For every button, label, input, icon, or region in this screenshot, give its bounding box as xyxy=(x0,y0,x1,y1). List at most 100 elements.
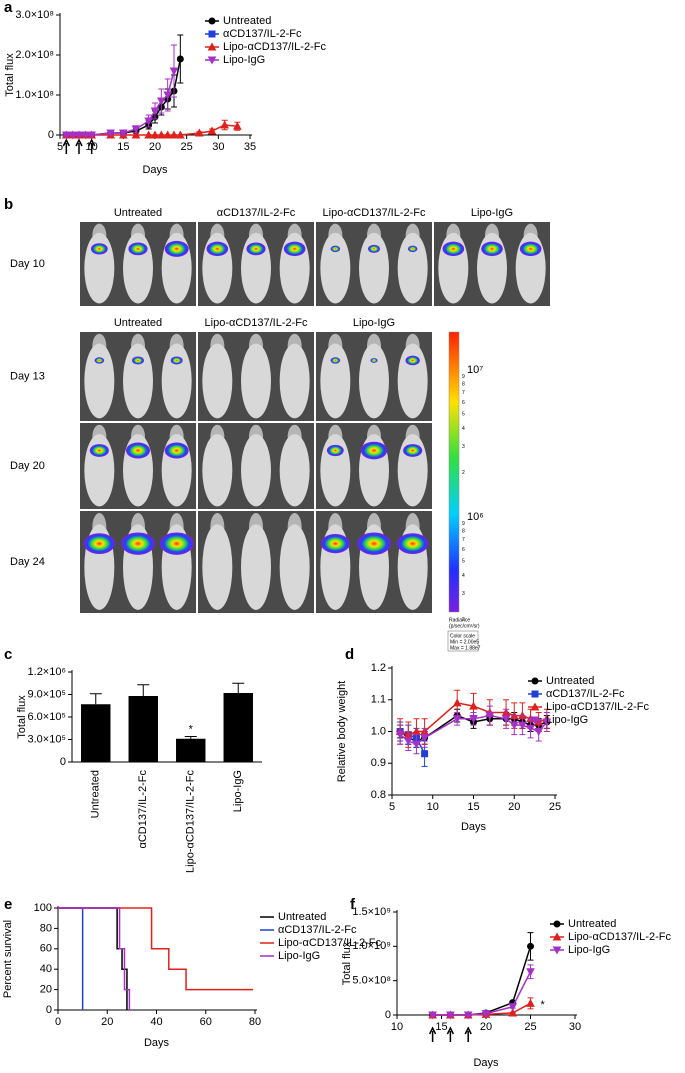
signal-blob xyxy=(90,243,108,255)
series-line xyxy=(432,971,532,1016)
x-tick-label: 25 xyxy=(549,801,561,813)
signal-blob xyxy=(164,442,189,459)
colorbar-minor-label: 5 xyxy=(462,412,465,418)
x-tick-label: 25 xyxy=(524,1021,536,1033)
colorbar-minor-label: 6 xyxy=(462,547,465,553)
signal-blob xyxy=(206,241,229,257)
marker xyxy=(469,715,478,724)
x-tick-label: 15 xyxy=(435,1021,447,1033)
y-tick-label: 1.0×10⁸ xyxy=(15,89,54,101)
colorbar-minor-label: 5 xyxy=(462,559,465,565)
x-tick-label: 35 xyxy=(244,141,256,153)
group-label: Lipo-αCD137/IL-2-Fc xyxy=(323,207,426,219)
marker xyxy=(144,130,154,139)
marker xyxy=(106,129,116,138)
x-tick-label: 15 xyxy=(467,801,479,813)
marker xyxy=(527,942,534,950)
mouse-body xyxy=(320,232,351,304)
y-tick-label: 1.1 xyxy=(371,694,386,706)
signal-blob xyxy=(283,241,306,257)
marker xyxy=(452,715,462,724)
legend-label: Untreated xyxy=(223,15,271,27)
marker xyxy=(175,130,185,139)
marker xyxy=(131,125,141,134)
signal-blob xyxy=(164,240,189,257)
signal-blob xyxy=(121,532,155,555)
x-axis-label: Days xyxy=(461,821,487,833)
marker xyxy=(501,715,511,724)
y-tick-label: 5.0×10⁸ xyxy=(352,975,391,987)
y-tick-label: 1.0 xyxy=(371,725,386,737)
legend-label: Lipo-IgG xyxy=(223,54,265,66)
x-tick-label: 30 xyxy=(212,141,224,153)
x-axis-label: Days xyxy=(142,164,168,176)
marker xyxy=(508,1003,518,1012)
marker xyxy=(87,131,97,140)
y-axis-label: Total flux xyxy=(341,941,353,985)
group-label: Lipo-IgG xyxy=(471,207,513,219)
legend-label: Lipo-αCD137/IL-2-Fc xyxy=(546,701,649,713)
colorbar-minor-label: 9 xyxy=(462,521,465,527)
x-tick-label: 20 xyxy=(101,1016,113,1028)
legend-label: Lipo-IgG xyxy=(546,714,588,726)
signal-blob xyxy=(481,241,503,257)
signal-blob xyxy=(89,444,109,457)
marker xyxy=(232,121,242,130)
x-tick-label: 25 xyxy=(181,141,193,153)
panel-letter: a xyxy=(4,0,13,16)
x-tick-label: 5 xyxy=(57,141,63,153)
signal-blob xyxy=(159,532,194,555)
arrow xyxy=(428,1026,437,1042)
group-label: Lipo-IgG xyxy=(353,317,395,329)
signal-blob xyxy=(519,241,542,257)
mouse-body xyxy=(202,343,233,419)
signal-blob xyxy=(407,245,418,253)
x-axis-label: Days xyxy=(144,1037,170,1049)
marker xyxy=(420,734,429,743)
mouse-body xyxy=(279,434,310,507)
colorbar-major-label: 10⁷ xyxy=(467,364,483,376)
y-axis-label: Total flux xyxy=(4,53,16,97)
error-bar xyxy=(232,682,245,693)
marker xyxy=(61,131,71,140)
y-tick-label: 0 xyxy=(385,1009,391,1021)
error-bar xyxy=(184,736,197,739)
x-tick-label: 40 xyxy=(150,1016,162,1028)
mouse-body xyxy=(241,343,271,419)
mouse-body xyxy=(202,434,233,507)
y-tick-label: 1.5×10⁹ xyxy=(352,906,391,918)
scale-min: Min = 2.00e5 xyxy=(450,639,479,645)
x-tick-label: 80 xyxy=(249,1016,261,1028)
marker xyxy=(403,737,413,746)
series-line xyxy=(58,907,131,1010)
legend-label: Untreated xyxy=(546,675,594,687)
y-axis-label: Percent survival xyxy=(2,920,14,998)
bar xyxy=(128,696,158,762)
signal-blob xyxy=(403,444,423,457)
series-line xyxy=(58,907,128,1010)
marker xyxy=(169,67,179,76)
marker xyxy=(169,130,179,139)
colorbar-title: Radiance xyxy=(449,617,470,623)
y-axis-label: Relative body weight xyxy=(336,681,348,783)
marker xyxy=(150,130,160,139)
colorbar-minor-label: 4 xyxy=(462,573,465,579)
signal-blob xyxy=(360,441,388,460)
marker xyxy=(176,55,184,63)
mouse-body xyxy=(241,434,271,507)
colorbar-minor-label: 6 xyxy=(462,400,465,406)
marker xyxy=(412,740,421,749)
group-label: Untreated xyxy=(114,317,162,329)
marker xyxy=(526,724,535,733)
bar xyxy=(176,738,206,762)
signal-blob xyxy=(320,534,350,554)
colorbar-minor-label: 3 xyxy=(462,444,465,450)
colorbar-minor-label: 8 xyxy=(462,529,465,535)
legend-marker xyxy=(207,56,217,65)
colorbar-unit: (p/sec/cm²/sr) xyxy=(449,623,480,629)
series-line xyxy=(66,58,182,136)
day-label: Day 24 xyxy=(10,556,45,568)
marker xyxy=(446,1011,455,1020)
bar xyxy=(81,704,111,762)
